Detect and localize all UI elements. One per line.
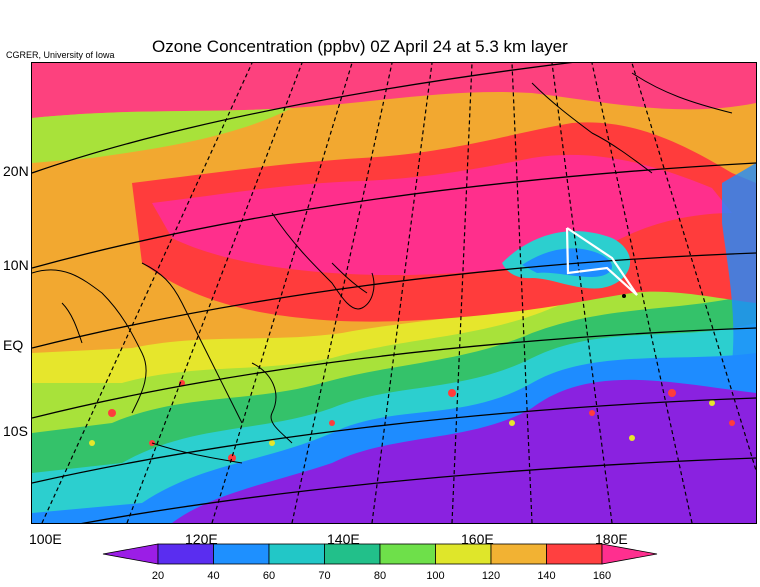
ozone-map — [31, 62, 757, 524]
latitude-lines — [32, 63, 756, 523]
lat-label-10s: 10S — [3, 423, 28, 439]
colorbar-tick-label: 40 — [207, 570, 220, 582]
colorbar-tick-label: 70 — [318, 570, 331, 582]
colorbar-segment — [379, 543, 436, 565]
band-north-magenta — [32, 63, 756, 118]
lon-label-180e: 180E — [595, 531, 628, 547]
south-blobs-yellow — [89, 400, 715, 446]
credit-text: CGRER, University of Iowa — [6, 50, 115, 60]
colorbar-segment — [157, 543, 214, 565]
colorbar-arrow-high — [601, 543, 658, 565]
map-title: Ozone Concentration (ppbv) 0Z April 24 a… — [152, 37, 568, 56]
colorbar-tick-label: 20 — [151, 570, 165, 582]
colorbar-segments — [102, 543, 658, 565]
colorbar-tick-label: 100 — [426, 570, 445, 582]
flight-endpoint — [622, 294, 626, 298]
colorbar-tick-label: 80 — [373, 570, 387, 582]
lat-label-eq: EQ — [3, 337, 24, 353]
colorbar-segment — [546, 543, 603, 565]
colorbar-segment — [435, 543, 492, 565]
colorbar-segment — [268, 543, 325, 565]
lat-label-20n: 20N — [3, 163, 29, 179]
lon-label-120e: 120E — [185, 531, 218, 547]
band-north-green — [32, 108, 292, 163]
flight-track — [565, 227, 638, 296]
lat-label-10n: 10N — [3, 257, 29, 273]
south-blobs — [108, 380, 735, 462]
colorbar-segment — [324, 543, 381, 565]
lon-label-160e: 160E — [461, 531, 494, 547]
longitude-lines — [41, 63, 756, 523]
colorbar-arrow-low — [102, 543, 159, 565]
colorbar-segment — [213, 543, 270, 565]
lon-label-140e: 140E — [327, 531, 360, 547]
colorbar-segment — [490, 543, 547, 565]
colorbar-tick-label: 120 — [481, 570, 501, 582]
colorbar-tick-label: 60 — [262, 570, 276, 582]
lon-label-100e: 100E — [29, 531, 62, 547]
ozone-map-canvas — [32, 63, 756, 523]
colorbar-tick-label: 140 — [537, 570, 556, 582]
colorbar-tick-label: 160 — [592, 570, 612, 582]
coastlines — [32, 72, 733, 464]
